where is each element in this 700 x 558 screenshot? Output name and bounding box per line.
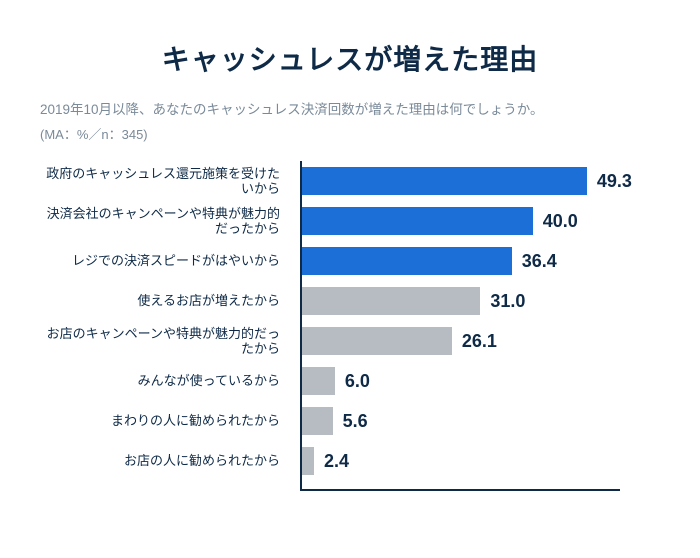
bar-chart: 政府のキャッシュレス還元施策を受けたいから49.3決済会社のキャンペーンや特典が… bbox=[40, 161, 660, 491]
bar-value: 5.6 bbox=[343, 411, 368, 432]
bar-value: 36.4 bbox=[522, 251, 557, 272]
bar-wrap: 31.0 bbox=[300, 281, 660, 321]
bar-row: 政府のキャッシュレス還元施策を受けたいから49.3 bbox=[300, 161, 660, 201]
bar-label: 政府のキャッシュレス還元施策を受けたいから bbox=[40, 166, 290, 197]
bar-wrap: 6.0 bbox=[300, 361, 660, 401]
bar bbox=[300, 367, 335, 395]
bar-label: 決済会社のキャンペーンや特典が魅力的だったから bbox=[40, 206, 290, 237]
bar-value: 6.0 bbox=[345, 371, 370, 392]
bar-value: 26.1 bbox=[462, 331, 497, 352]
bar-label: レジでの決済スピードがはやいから bbox=[40, 253, 290, 269]
bar-row: お店の人に勧められたから2.4 bbox=[300, 441, 660, 481]
bar-label: お店の人に勧められたから bbox=[40, 453, 290, 469]
bar-label: まわりの人に勧められたから bbox=[40, 413, 290, 429]
bar-row: レジでの決済スピードがはやいから36.4 bbox=[300, 241, 660, 281]
x-axis-line bbox=[300, 489, 620, 491]
bar-label: 使えるお店が増えたから bbox=[40, 293, 290, 309]
bar-wrap: 49.3 bbox=[300, 161, 660, 201]
bar-value: 40.0 bbox=[543, 211, 578, 232]
bar-row: 使えるお店が増えたから31.0 bbox=[300, 281, 660, 321]
bar-wrap: 2.4 bbox=[300, 441, 660, 481]
bar-value: 2.4 bbox=[324, 451, 349, 472]
bar-row: お店のキャンペーンや特典が魅力的だったから26.1 bbox=[300, 321, 660, 361]
bar-value: 49.3 bbox=[597, 171, 632, 192]
bar bbox=[300, 247, 512, 275]
bar bbox=[300, 447, 314, 475]
bar-label: お店のキャンペーンや特典が魅力的だったから bbox=[40, 326, 290, 357]
bar-label: みんなが使っているから bbox=[40, 373, 290, 389]
bar-wrap: 5.6 bbox=[300, 401, 660, 441]
bar bbox=[300, 327, 452, 355]
bar bbox=[300, 287, 480, 315]
y-axis-line bbox=[300, 161, 302, 491]
bar bbox=[300, 167, 587, 195]
chart-meta: (MA：%／n：345) bbox=[40, 124, 660, 143]
bar-wrap: 40.0 bbox=[300, 201, 660, 241]
chart-subtitle: 2019年10月以降、あなたのキャッシュレス決済回数が増えた理由は何でしょうか。 bbox=[40, 100, 660, 120]
bar bbox=[300, 407, 333, 435]
chart-title: キャッシュレスが増えた理由 bbox=[40, 38, 660, 78]
bar-row: まわりの人に勧められたから5.6 bbox=[300, 401, 660, 441]
bar-row: 決済会社のキャンペーンや特典が魅力的だったから40.0 bbox=[300, 201, 660, 241]
bar-wrap: 26.1 bbox=[300, 321, 660, 361]
bar-wrap: 36.4 bbox=[300, 241, 660, 281]
bar-value: 31.0 bbox=[490, 291, 525, 312]
bar-row: みんなが使っているから6.0 bbox=[300, 361, 660, 401]
bar bbox=[300, 207, 533, 235]
